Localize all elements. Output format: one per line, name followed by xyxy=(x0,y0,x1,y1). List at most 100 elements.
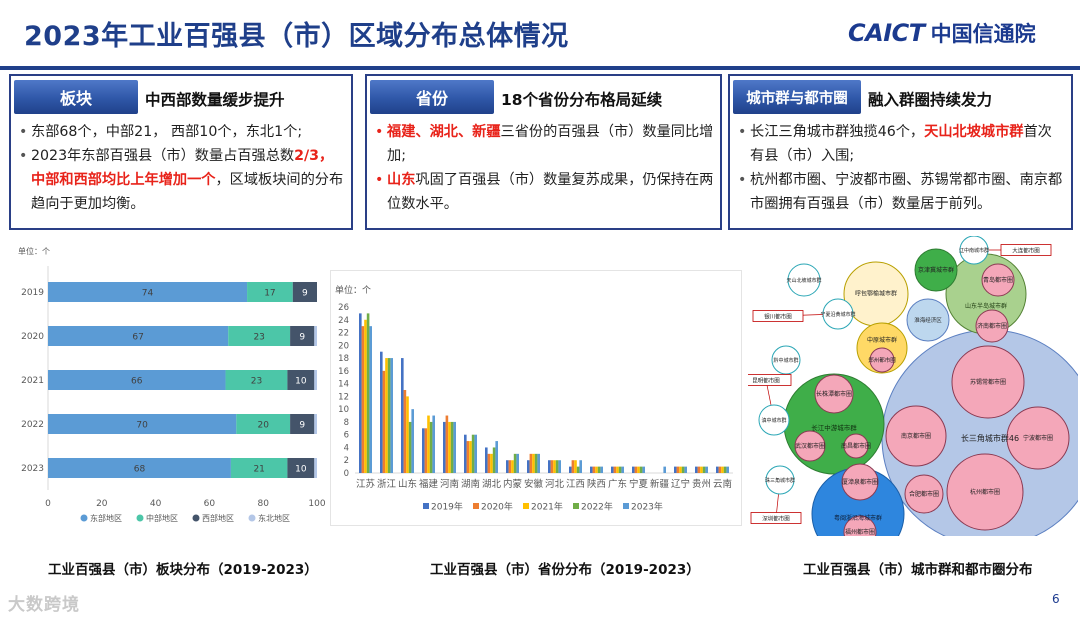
header: 2023年工业百强县（市）区域分布总体情况 CAICT 中国信通院 xyxy=(0,0,1080,68)
legend-label: 2023年 xyxy=(631,501,663,513)
x-tick-label: 浙江 xyxy=(377,478,397,490)
data-label: 66 xyxy=(131,377,143,387)
legend-label: 东部地区 xyxy=(90,513,122,523)
bubble-label: 福州都市圈 xyxy=(845,528,875,536)
bubble xyxy=(869,347,895,373)
bar xyxy=(429,421,433,473)
bar xyxy=(403,390,407,473)
bar xyxy=(487,453,491,473)
bar xyxy=(369,326,372,473)
bubble xyxy=(758,404,790,436)
bubble-label: 济南都市圈 xyxy=(977,322,1007,330)
bar-segment xyxy=(48,326,229,346)
panel-tag: 省份 xyxy=(370,80,494,114)
bubble-label: 苏锡常都市圈 xyxy=(970,378,1006,386)
bar xyxy=(466,441,470,473)
x-tick-label: 80 xyxy=(257,499,269,509)
bubble-label: 淮海经济区 xyxy=(914,316,942,324)
x-tick-label: 江苏 xyxy=(356,478,376,490)
caption-cluster: 工业百强县（市）城市群和都市圈分布 xyxy=(803,562,1033,578)
bubble-label: 深圳都市圈 xyxy=(762,515,790,523)
bar xyxy=(532,453,535,473)
page-number: 6 xyxy=(1052,592,1060,606)
bullet-item: • 杭州都市圈、宁波都市圈、苏锡常都市圈、南京都市圈拥有百强县（市）数量居于前列。 xyxy=(738,168,1065,216)
bar xyxy=(382,370,386,473)
x-tick-label: 贵州 xyxy=(692,478,711,490)
bubble-label: 杭州都市圈 xyxy=(970,488,1000,496)
bubble-label: 黔中城市群 xyxy=(773,357,798,364)
y-tick-label: 2021 xyxy=(21,376,44,386)
bubble-label: 辽中南城市群 xyxy=(959,247,989,254)
bar xyxy=(639,466,643,473)
bar xyxy=(637,466,640,473)
x-tick-label: 内蒙 xyxy=(503,478,522,490)
bullet-dot: • xyxy=(19,124,28,140)
data-label: 74 xyxy=(142,289,154,299)
data-label: 68 xyxy=(134,465,146,475)
bar xyxy=(495,441,498,473)
bar xyxy=(632,466,635,473)
bubble xyxy=(914,248,958,292)
y-tick-label: 24 xyxy=(338,316,349,326)
bar xyxy=(361,326,365,473)
box-node xyxy=(750,512,802,524)
bar xyxy=(697,466,701,473)
bubble xyxy=(814,374,854,414)
data-label: 9 xyxy=(299,421,305,431)
bubble-label: 南昌都市圈 xyxy=(841,442,871,450)
bar xyxy=(453,421,456,473)
panel-tag: 城市群与都市圈 xyxy=(733,80,861,114)
panel-tag: 板块 xyxy=(14,80,138,114)
bullet-text: ，区域板块间的分布趋向于更加均衡。 xyxy=(31,172,344,212)
bar xyxy=(634,466,638,473)
bullet-text: 巩固了百强县（市）数量复苏成果，仍保持在两位数水平。 xyxy=(387,172,714,212)
cluster-chart: 长三角城市群46 苏锡常都市圈 南京都市圈 宁波都市圈 杭州都市圈 合肥都市圈 长江中游城市… xyxy=(740,235,1080,561)
bubble-label: 武汉都市圈 xyxy=(795,442,825,450)
province-chart-svg: 单位：个02468101214161820222426江苏 浙江 山东 福建 河南 湖南湖… xyxy=(335,284,733,513)
x-tick-label: 山东 xyxy=(398,478,417,490)
bar xyxy=(597,466,601,473)
bullet-text: 长江三角城市群独揽46个， xyxy=(750,124,925,140)
bullet-dot: • xyxy=(738,124,747,140)
y-tick-label: 14 xyxy=(338,380,349,390)
box-node xyxy=(752,310,804,322)
caption-region: 工业百强县（市）板块分布（2019-2023） xyxy=(48,562,318,578)
bar xyxy=(674,466,677,473)
y-tick-label: 16 xyxy=(338,367,349,377)
bubble-label: 郑州都市圈 xyxy=(868,356,896,364)
x-tick-label: 湖北 xyxy=(482,479,502,490)
bar-segment xyxy=(287,458,315,478)
bullet-text: 2023年东部百强县（市）数量占百强总数 xyxy=(31,148,295,164)
bar xyxy=(600,466,603,473)
bar xyxy=(490,453,493,473)
bullet-item: • 山东巩固了百强县（市）数量复苏成果，仍保持在两位数水平。 xyxy=(375,168,714,216)
bar xyxy=(422,428,425,473)
x-tick-label: 陕西 xyxy=(587,478,606,490)
bar xyxy=(474,434,477,473)
legend-marker xyxy=(473,503,479,509)
y-tick-label: 2020 xyxy=(21,332,44,342)
x-tick-label: 河南 xyxy=(440,478,459,490)
legend-label: 2021年 xyxy=(531,501,563,513)
legend-marker xyxy=(573,503,579,509)
bullet-dot: • xyxy=(19,148,28,164)
bar xyxy=(390,358,393,473)
y-tick-label: 18 xyxy=(338,354,349,364)
bubble-label: 青岛都市圈 xyxy=(983,276,1013,284)
panel-heading: 融入群圈持续发力 xyxy=(868,91,993,109)
bar xyxy=(679,466,682,473)
bullet-text: 杭州都市圈、宁波都市圈、苏锡常都市圈、南京都市圈拥有百强县（市）数量居于前列。 xyxy=(750,172,1063,212)
y-tick-label: 20 xyxy=(338,341,349,351)
bar xyxy=(537,453,540,473)
data-label: 10 xyxy=(295,465,307,475)
x-tick-label: 安徽 xyxy=(524,478,544,490)
bar-segment xyxy=(225,370,288,390)
bar xyxy=(574,460,577,473)
y-tick-label: 4 xyxy=(344,443,349,453)
bubble-label: 珠三角城市群 xyxy=(765,477,795,484)
region-chart: 单位：个 0 20 40 60 80 100 2019 74 17 9 2020 67 23 9 2021 66… xyxy=(12,240,332,530)
bar xyxy=(611,466,614,473)
bullet-text: 2/3，中部和西部均比上年增加一个 xyxy=(31,148,334,188)
logo-latin: CAICT xyxy=(848,19,925,47)
x-tick-label: 40 xyxy=(150,499,162,509)
